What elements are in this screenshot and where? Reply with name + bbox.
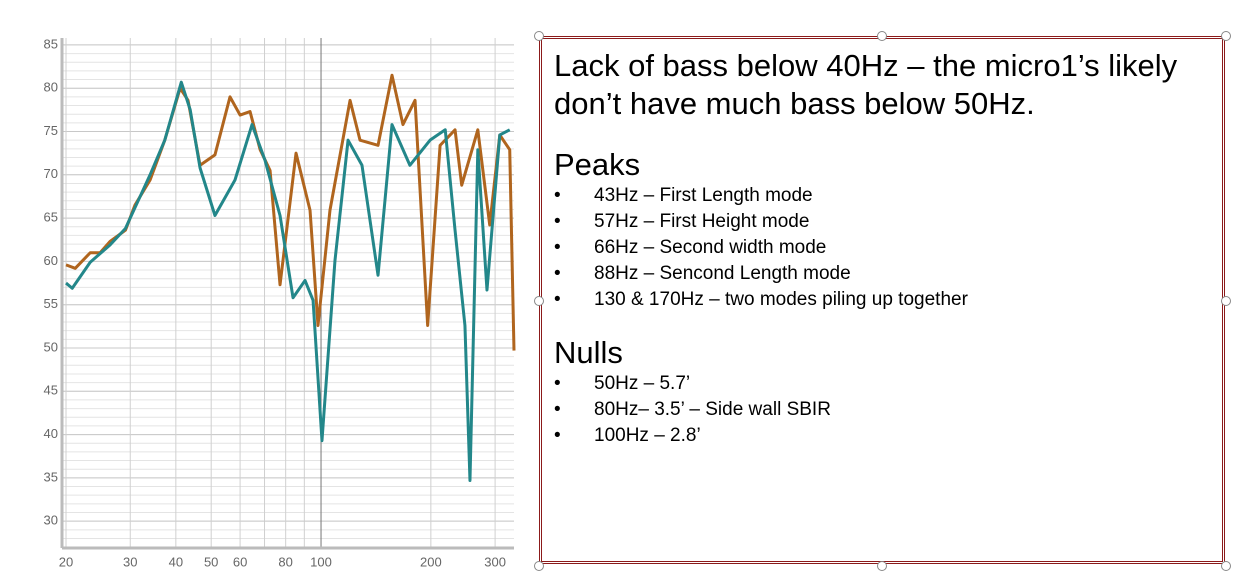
bullet-item: 88Hz – Sencond Length mode	[554, 261, 1214, 287]
y-tick-label: 65	[44, 210, 58, 225]
bullet-item: 130 & 170Hz – two modes piling up togeth…	[554, 287, 1214, 313]
y-tick-label: 35	[44, 469, 58, 484]
text-box[interactable]: Lack of bass below 40Hz – the micro1’s l…	[539, 36, 1225, 564]
bullet-item: 80Hz– 3.5’ – Side wall SBIR	[554, 397, 1214, 423]
handle[interactable]	[534, 296, 544, 306]
x-tick-label: 100	[310, 554, 332, 569]
handle[interactable]	[1221, 296, 1231, 306]
bullet-list: 50Hz – 5.7’80Hz– 3.5’ – Side wall SBIR10…	[554, 371, 1214, 449]
y-tick-label: 40	[44, 426, 58, 441]
y-tick-label: 60	[44, 253, 58, 268]
series-line	[65, 80, 511, 482]
sections: Peaks43Hz – First Length mode57Hz – Firs…	[554, 147, 1214, 449]
x-tick-label: 80	[278, 554, 292, 569]
y-tick-label: 50	[44, 339, 58, 354]
bullet-item: 57Hz – First Height mode	[554, 209, 1214, 235]
x-tick-label: 60	[233, 554, 247, 569]
y-tick-label: 75	[44, 123, 58, 138]
x-tick-label: 300	[484, 554, 506, 569]
x-tick-label: 30	[123, 554, 137, 569]
chart: 30 35 40 45 50 55 60 65 70 75 80 85 20 30 40 50 60 80 100 2…	[0, 0, 516, 586]
bullet-item: 66Hz – Second width mode	[554, 235, 1214, 261]
y-tick-label: 80	[44, 80, 58, 95]
text-content: Lack of bass below 40Hz – the micro1’s l…	[554, 47, 1214, 471]
handle[interactable]	[1221, 561, 1231, 571]
y-tick-label: 70	[44, 166, 58, 181]
y-tick-label: 45	[44, 383, 58, 398]
section-title: Nulls	[554, 335, 623, 370]
handle[interactable]	[1221, 31, 1231, 41]
handle[interactable]	[877, 561, 887, 571]
y-tick-label: 55	[44, 296, 58, 311]
handle[interactable]	[534, 561, 544, 571]
section-title: Peaks	[554, 147, 641, 182]
bullet-list: 43Hz – First Length mode57Hz – First Hei…	[554, 183, 1214, 313]
x-tick-label: 40	[169, 554, 183, 569]
x-tick-label: 200	[420, 554, 442, 569]
bullet-item: 43Hz – First Length mode	[554, 183, 1214, 209]
heading: Lack of bass below 40Hz – the micro1’s l…	[554, 48, 1178, 121]
bullet-item: 50Hz – 5.7’	[554, 371, 1214, 397]
axis-area	[0, 0, 62, 586]
y-tick-label: 30	[44, 513, 58, 528]
x-tick-label: 20	[59, 554, 73, 569]
handle[interactable]	[534, 31, 544, 41]
bullet-item: 100Hz – 2.8’	[554, 423, 1214, 449]
handle[interactable]	[877, 31, 887, 41]
y-tick-label: 85	[44, 36, 58, 51]
x-tick-label: 50	[204, 554, 218, 569]
